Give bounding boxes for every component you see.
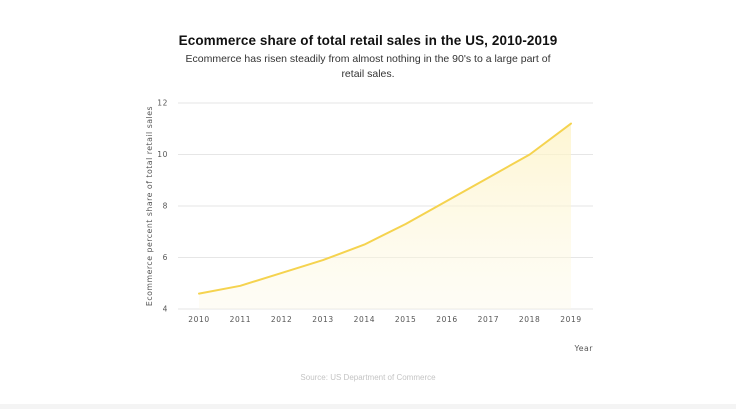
y-axis: 4 6 8 10 12 bbox=[157, 99, 168, 314]
chart-source: Source: US Department of Commerce bbox=[300, 373, 436, 382]
y-tick-label-10: 10 bbox=[157, 150, 168, 159]
y-tick-label-4: 4 bbox=[163, 305, 168, 314]
chart-subtitle: Ecommerce has risen steadily from almost… bbox=[185, 53, 551, 80]
series-area bbox=[199, 123, 571, 309]
x-axis: 2010 2011 2012 2013 2014 2015 2016 2017 2018 2019 bbox=[188, 315, 582, 324]
x-tick-label-2017: 2017 bbox=[478, 315, 500, 324]
chart-title: Ecommerce share of total retail sales in… bbox=[178, 33, 558, 48]
y-tick-label-12: 12 bbox=[157, 99, 168, 108]
y-tick-label-6: 6 bbox=[163, 253, 168, 262]
series-line bbox=[198, 122, 572, 295]
x-tick-label-2016: 2016 bbox=[436, 315, 458, 324]
x-tick-label-2012: 2012 bbox=[271, 315, 293, 324]
x-tick-label-2013: 2013 bbox=[312, 315, 334, 324]
bottom-strip bbox=[0, 404, 736, 409]
x-tick-label-2018: 2018 bbox=[519, 315, 541, 324]
x-tick-label-2015: 2015 bbox=[395, 315, 417, 324]
y-tick-label-8: 8 bbox=[163, 202, 168, 211]
x-tick-label-2011: 2011 bbox=[230, 315, 252, 324]
y-axis-title: Ecommerce percent share of total retail … bbox=[145, 106, 154, 306]
line-layer bbox=[198, 122, 572, 295]
x-axis-title: Year bbox=[573, 344, 593, 353]
area-layer bbox=[199, 123, 571, 309]
x-tick-label-2014: 2014 bbox=[354, 315, 376, 324]
x-tick-label-2019: 2019 bbox=[560, 315, 582, 324]
x-tick-label-2010: 2010 bbox=[188, 315, 210, 324]
